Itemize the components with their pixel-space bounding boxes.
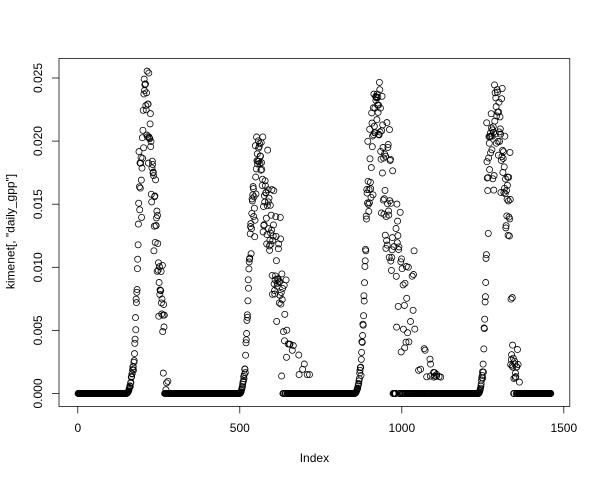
svg-text:0.000: 0.000 (31, 378, 45, 408)
svg-text:0.005: 0.005 (31, 315, 45, 345)
svg-text:0.015: 0.015 (31, 189, 45, 219)
svg-text:1000: 1000 (388, 421, 415, 435)
svg-text:0.025: 0.025 (31, 63, 45, 93)
svg-text:0: 0 (74, 421, 81, 435)
svg-text:kimenet[, "daily_gpp"]: kimenet[, "daily_gpp"] (3, 174, 17, 289)
svg-text:0.020: 0.020 (31, 126, 45, 156)
svg-text:1500: 1500 (550, 421, 577, 435)
svg-text:0.010: 0.010 (31, 252, 45, 282)
svg-text:Index: Index (300, 451, 329, 465)
svg-text:500: 500 (230, 421, 250, 435)
